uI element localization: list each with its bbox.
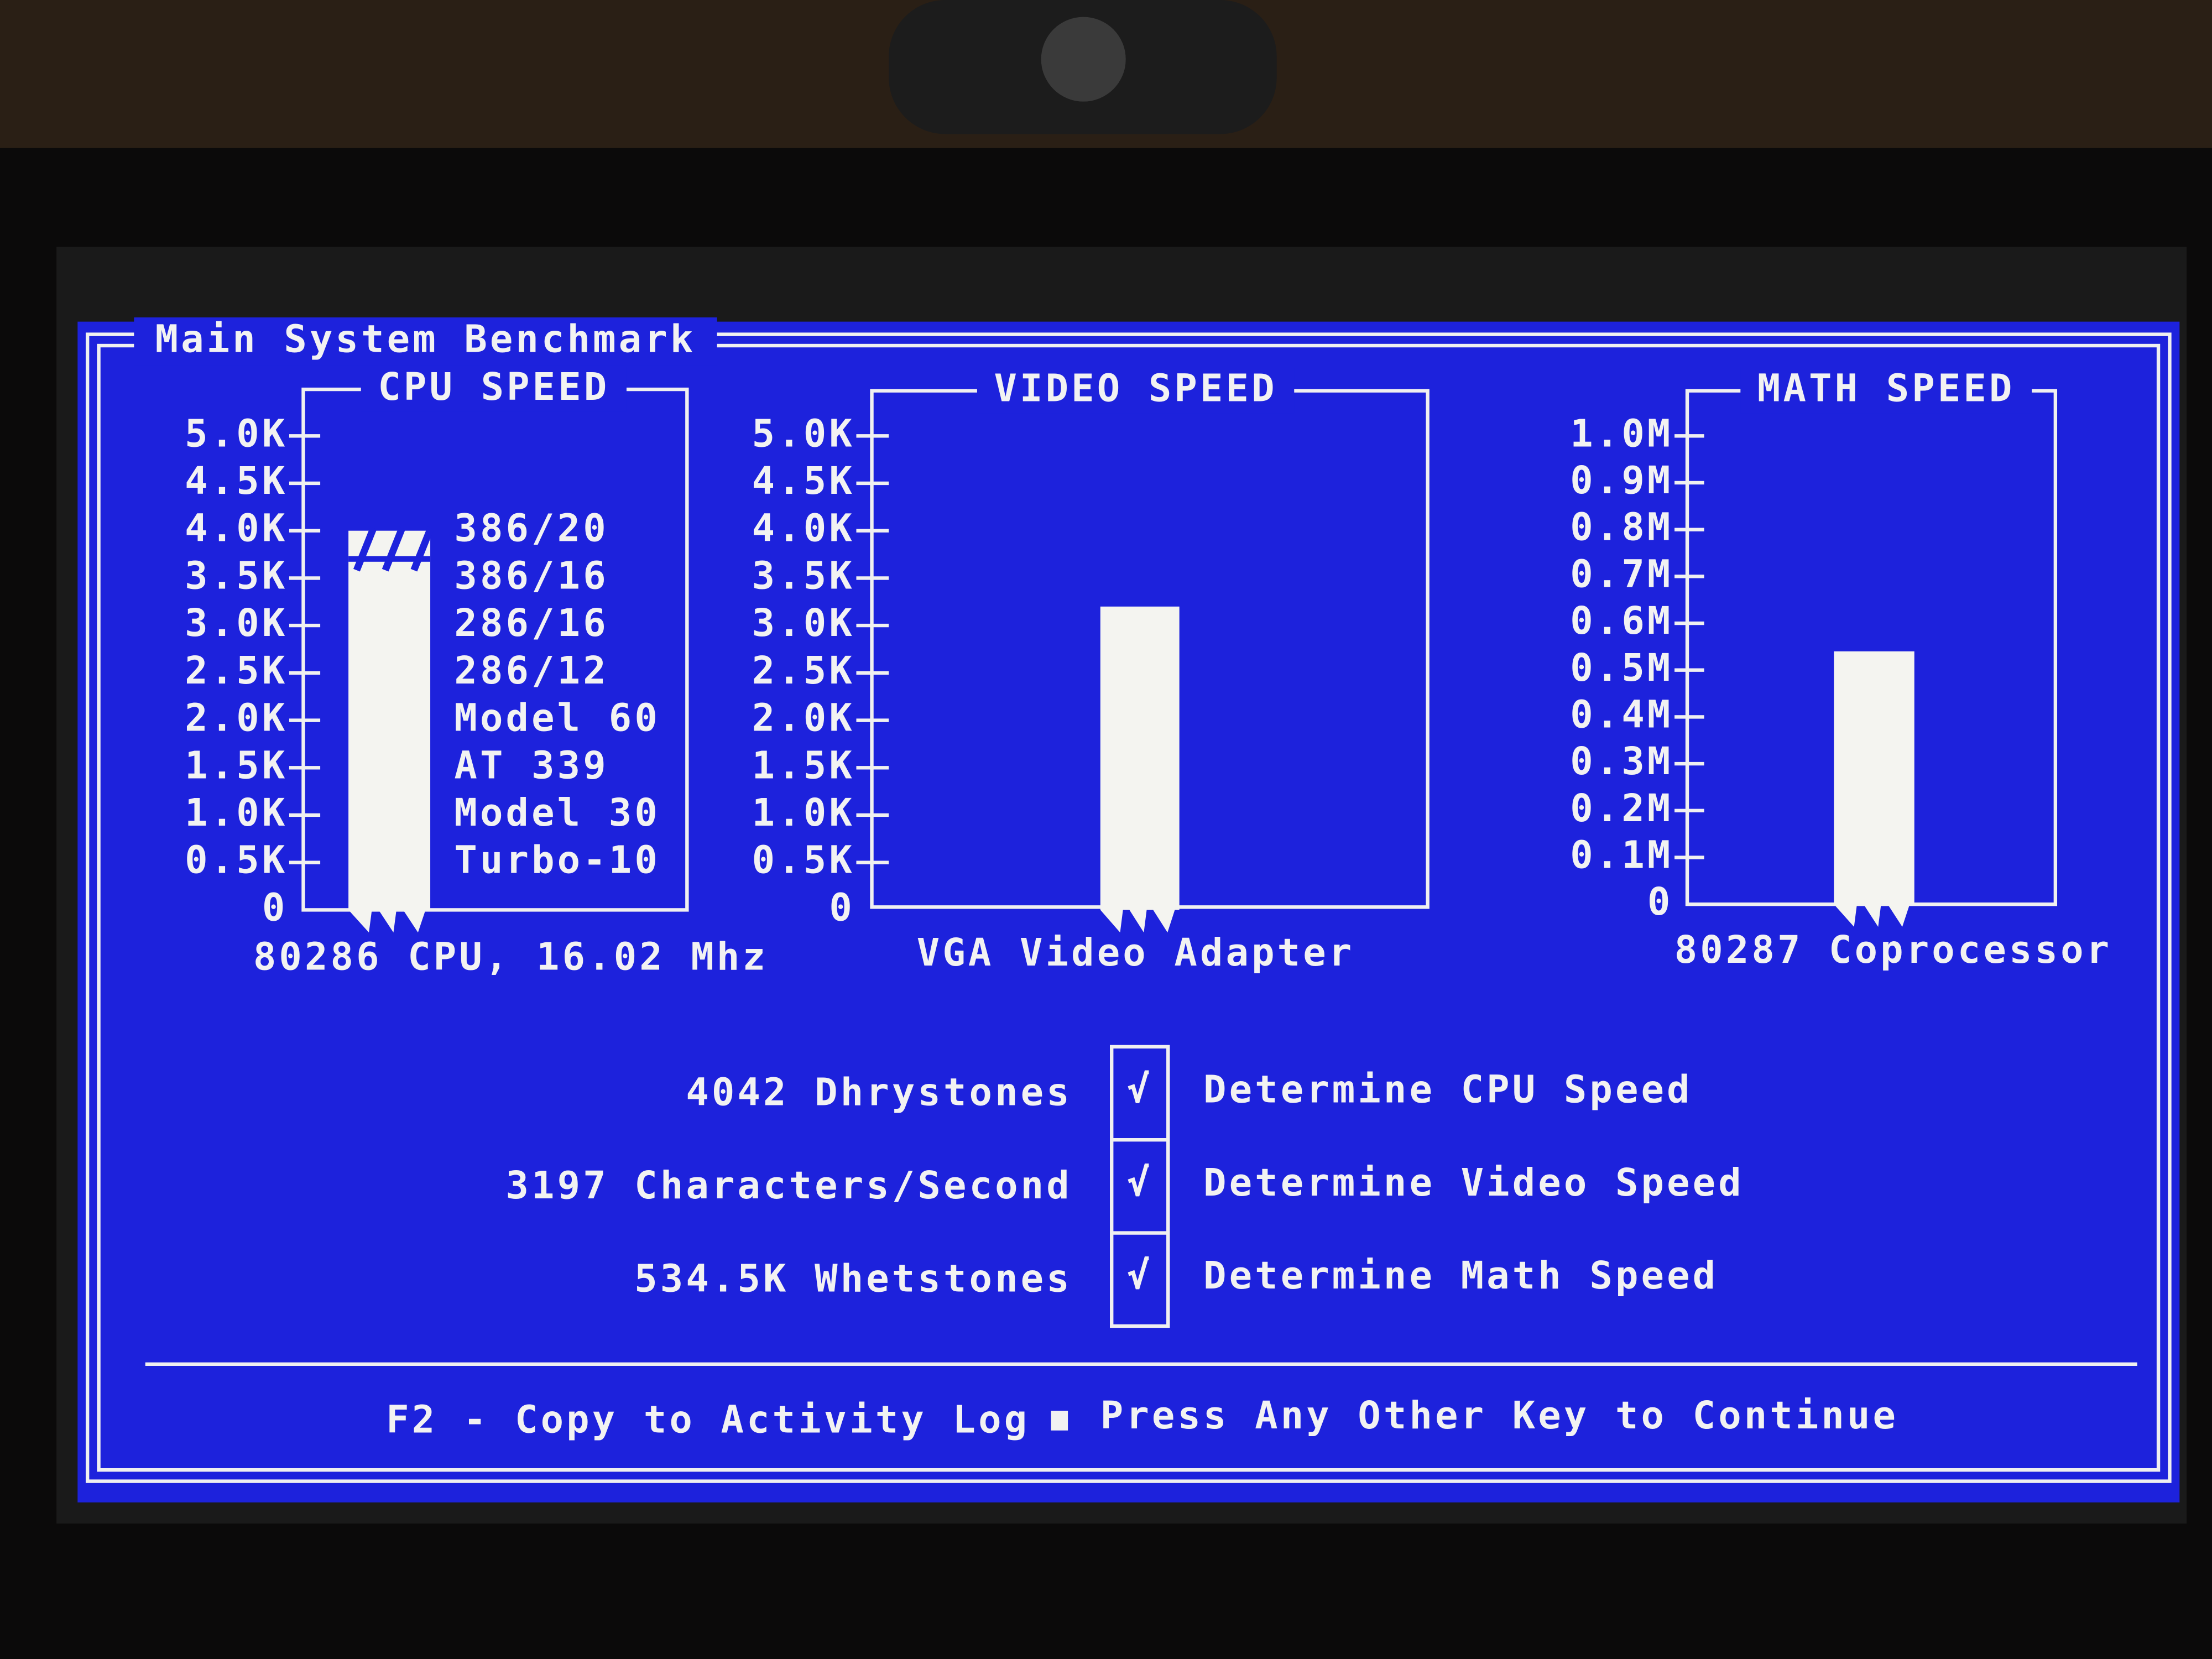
chart-xlabel: VGA Video Adapter: [917, 931, 1355, 975]
y-tick-label: 5.0K: [752, 411, 855, 456]
reference-label: 386/16: [454, 554, 608, 598]
chart-xlabel: 80286 CPU, 16.02 Mhz: [253, 935, 768, 979]
y-tick-label: 1.0K: [752, 791, 855, 835]
bar-hatch-gap: [348, 556, 431, 562]
footer-right: Press Any Other Key to Continue: [1100, 1394, 1898, 1438]
chart-title: VIDEO SPEED: [994, 367, 1277, 411]
y-tick-label: 4.5K: [752, 459, 855, 503]
reference-label: 286/16: [454, 601, 608, 645]
chart-title: CPU SPEED: [378, 365, 609, 409]
y-tick-label: 2.5K: [752, 649, 855, 693]
reference-label: 286/12: [454, 649, 608, 693]
task-label: Determine Math Speed: [1203, 1254, 1718, 1298]
check-mark: √: [1127, 1254, 1153, 1298]
window-title: Main System Benchmark: [155, 317, 696, 361]
chart-title-backdrop: [361, 367, 627, 412]
outer-frame: [85, 332, 2172, 1483]
title-backdrop: [134, 317, 717, 366]
bar: [1100, 606, 1180, 910]
bar-hatch: [382, 526, 406, 572]
y-tick-label: 5.0K: [185, 411, 288, 456]
check-mark: √: [1127, 1161, 1153, 1205]
y-tick-label: 2.5K: [185, 649, 288, 693]
y-tick-label: 3.0K: [185, 601, 288, 645]
y-tick-label: 0.5K: [185, 838, 288, 883]
result-value: 534.5K Whetstones: [634, 1256, 1072, 1301]
y-tick-label: 0.2M: [1570, 786, 1673, 831]
y-tick-label: 0: [829, 885, 855, 930]
y-tick-label: 0.8M: [1570, 505, 1673, 550]
y-tick-label: 0.5K: [752, 838, 855, 883]
bar: [348, 530, 431, 910]
y-tick-label: 2.0K: [752, 696, 855, 740]
y-tick-label: 2.0K: [185, 696, 288, 740]
bar: [1834, 651, 1914, 905]
y-tick-label: 0.5M: [1570, 646, 1673, 690]
bar-hatch: [410, 526, 435, 572]
check-mark: √: [1127, 1068, 1153, 1112]
chart-xlabel: 80287 Coprocessor: [1674, 928, 2112, 972]
task-label: Determine Video Speed: [1203, 1161, 1744, 1205]
y-tick-label: 0: [1647, 880, 1673, 924]
y-tick-label: 1.5K: [752, 743, 855, 787]
y-tick-label: 3.5K: [185, 554, 288, 598]
inner-frame: [97, 343, 2161, 1472]
reference-label: AT 339: [454, 743, 608, 787]
y-tick-label: 3.5K: [752, 554, 855, 598]
y-tick-label: 0: [262, 885, 288, 930]
task-label: Determine CPU Speed: [1203, 1068, 1693, 1112]
result-value: 3197 Characters/Second: [505, 1164, 1072, 1208]
bar-hatch: [353, 526, 377, 572]
webcam-lens: [1041, 17, 1126, 102]
footer-separator: [1051, 1411, 1068, 1431]
y-tick-label: 0.3M: [1570, 739, 1673, 784]
y-tick-label: 0.1M: [1570, 833, 1673, 878]
y-tick-label: 0.7M: [1570, 552, 1673, 596]
y-tick-label: 1.0K: [185, 791, 288, 835]
y-tick-label: 4.0K: [185, 507, 288, 551]
reference-label: Turbo-10: [454, 838, 660, 883]
y-tick-label: 0.6M: [1570, 599, 1673, 643]
y-tick-label: 4.5K: [185, 459, 288, 503]
y-tick-label: 0.4M: [1570, 692, 1673, 737]
bar-foot: [1100, 895, 1180, 933]
reference-label: Model 30: [454, 791, 660, 835]
y-tick-label: 4.0K: [752, 507, 855, 551]
chart-title-backdrop: [977, 368, 1295, 414]
chart-title: MATH SPEED: [1757, 367, 2015, 411]
y-tick-label: 0.9M: [1570, 458, 1673, 503]
reference-label: Model 60: [454, 696, 660, 740]
y-tick-label: 3.0K: [752, 601, 855, 645]
chart-title-backdrop: [1740, 368, 2032, 414]
bar-foot: [1834, 890, 1914, 927]
result-value: 4042 Dhrystones: [686, 1071, 1072, 1115]
bar-foot: [348, 895, 431, 933]
reference-label: 386/20: [454, 507, 608, 551]
blue-screen: [77, 321, 2180, 1503]
footer-left: F2 - Copy to Activity Log: [386, 1397, 1030, 1442]
check-column: [1110, 1045, 1170, 1328]
y-tick-label: 1.5K: [185, 743, 288, 787]
y-tick-label: 1.0M: [1570, 411, 1673, 456]
